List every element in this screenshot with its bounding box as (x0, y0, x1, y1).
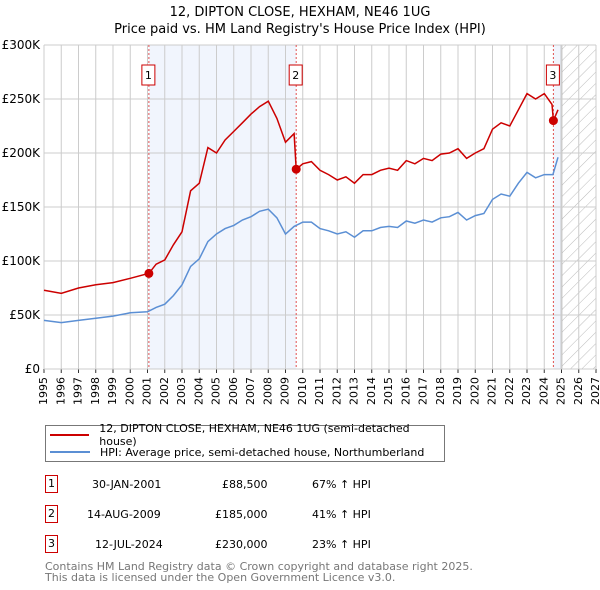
sale-badge: 3 (45, 535, 58, 553)
x-tick-label: 2008 (261, 377, 274, 405)
sale-badge: 1 (45, 475, 58, 493)
x-tick-label: 2015 (382, 377, 395, 405)
x-tick-label: 2027 (589, 377, 600, 405)
x-tick-label: 2004 (192, 377, 205, 405)
y-tick-label: £100K (2, 254, 42, 268)
x-tick-label: 2025 (555, 377, 568, 405)
sale-hpi: 41% ↑ HPI (312, 508, 371, 521)
legend-swatch-blue (50, 451, 90, 453)
sale-marker (144, 268, 154, 278)
x-tick-label: 1995 (37, 377, 50, 405)
x-tick-label: 2023 (520, 377, 533, 405)
legend-label: HPI: Average price, semi-detached house,… (100, 445, 425, 459)
y-tick-label: £150K (2, 200, 42, 214)
chart-title: 12, DIPTON CLOSE, HEXHAM, NE46 1UG (169, 5, 431, 20)
x-tick-label: 2007 (244, 377, 257, 405)
sale-hpi: 23% ↑ HPI (312, 538, 371, 551)
x-tick-label: 1996 (54, 377, 67, 405)
sale-label-box (288, 64, 303, 86)
x-tick-label: 2014 (365, 377, 378, 405)
x-tick-label: 1999 (106, 377, 119, 405)
x-tick-label: 2006 (227, 377, 240, 405)
legend-label: 12, DIPTON CLOSE, HEXHAM, NE46 1UG (semi… (99, 422, 410, 448)
sale-label: 3 (549, 69, 556, 82)
y-tick-label: £300K (2, 38, 42, 52)
sale-price: £88,500 (222, 478, 268, 491)
sale-label: 1 (145, 69, 152, 82)
legend: 12, DIPTON CLOSE, HEXHAM, NE46 1UG (semi… (45, 422, 445, 462)
y-tick-label: £50K (9, 308, 41, 322)
x-tick-label: 2024 (537, 377, 550, 405)
property-price-line (43, 92, 559, 295)
sale-row: 2 14-AUG-2009 £185,000 41% ↑ HPI (45, 505, 445, 525)
x-tick-label: 1998 (89, 377, 102, 405)
legend-item-hpi: HPI: Average price, semi-detached house,… (50, 444, 424, 460)
x-tick-label: 2012 (330, 377, 343, 405)
footer: Contains HM Land Registry data © Crown c… (45, 561, 473, 583)
legend-swatch-red (50, 434, 90, 436)
legend-item-property: 12, DIPTON CLOSE, HEXHAM, NE46 1UG (semi… (50, 422, 444, 448)
sale-date: 12-JUL-2024 (95, 538, 163, 551)
y-tick-label: £200K (2, 146, 42, 160)
sale-date: 14-AUG-2009 (87, 508, 161, 521)
x-tick-label: 2010 (296, 377, 309, 405)
hpi-line (43, 157, 559, 324)
sale-marker (548, 116, 558, 126)
sale-row: 3 12-JUL-2024 £230,000 23% ↑ HPI (45, 535, 445, 555)
x-tick-label: 2022 (503, 377, 516, 405)
price-chart: 1995 1996 1997 1998 1999 2000 2001 2002 2003 2004… (2, 38, 600, 405)
sale-marker (291, 164, 301, 174)
x-tick-label: 2003 (175, 377, 188, 405)
x-tick-label: 2002 (158, 377, 171, 405)
sale-price: £185,000 (215, 508, 268, 521)
x-tick-label: 2009 (279, 377, 292, 405)
x-tick-label: 2016 (399, 377, 412, 405)
x-tick-label: 2001 (141, 377, 154, 405)
sale-label: 2 (292, 69, 299, 82)
x-tick-label: 2021 (486, 377, 499, 405)
x-tick-label: 2005 (210, 377, 223, 405)
sale-label-box (545, 64, 560, 86)
footer-copyright: Contains HM Land Registry data © Crown c… (45, 560, 473, 573)
x-tick-label: 2026 (572, 377, 585, 405)
x-tick-label: 2011 (313, 377, 326, 405)
x-tick-label: 1997 (72, 377, 85, 405)
chart-subtitle: Price paid vs. HM Land Registry's House … (114, 22, 486, 37)
sale-badge: 2 (45, 505, 58, 523)
x-tick-label: 2013 (348, 377, 361, 405)
sale-label-box (141, 64, 156, 86)
sale-hpi: 67% ↑ HPI (312, 478, 371, 491)
footer-licence: This data is licensed under the Open Gov… (45, 571, 396, 584)
sale-row: 1 30-JAN-2001 £88,500 67% ↑ HPI (45, 475, 445, 495)
x-tick-label: 2000 (123, 377, 136, 405)
x-tick-label: 2020 (468, 377, 481, 405)
sale-date: 30-JAN-2001 (92, 478, 162, 491)
sale-price: £230,000 (215, 538, 268, 551)
x-tick-label: 2019 (451, 377, 464, 405)
x-tick-label: 2018 (434, 377, 447, 405)
y-tick-label: £250K (2, 92, 42, 106)
x-tick-label: 2017 (417, 377, 430, 405)
y-tick-label: £0 (25, 362, 40, 376)
